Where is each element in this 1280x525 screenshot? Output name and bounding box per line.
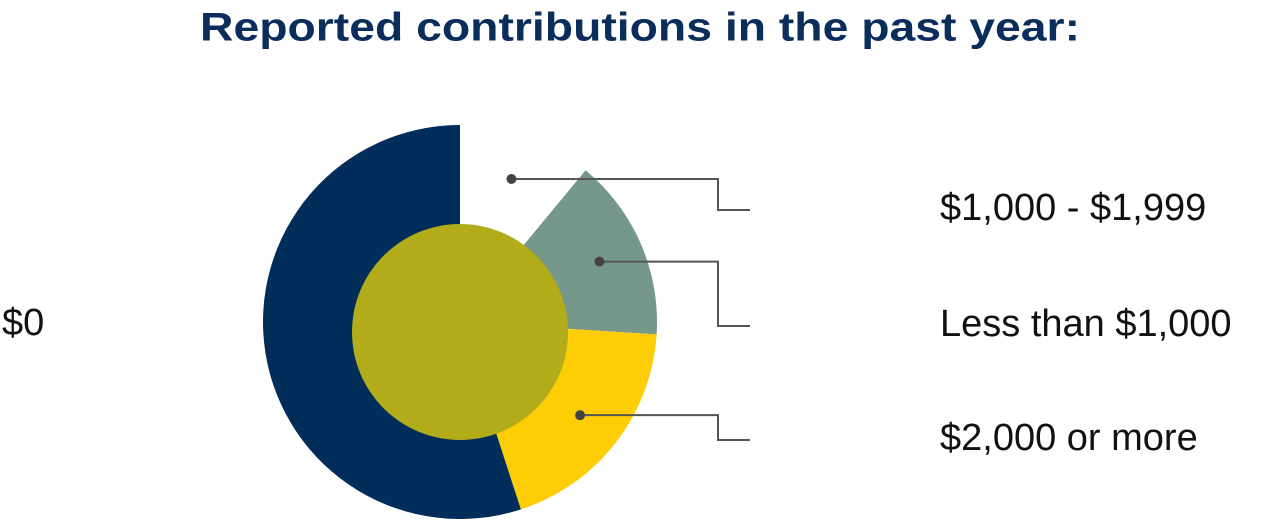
chart-title: Reported contributions in the past year: (200, 6, 1080, 50)
slice-label: $0 (2, 302, 44, 344)
leader-dot (594, 256, 605, 267)
slice-label: Less than $1,000 (940, 303, 1232, 345)
leader-dot (575, 410, 586, 421)
leader-line (511, 177, 750, 211)
leader-line (580, 414, 750, 441)
leaders (506, 173, 750, 441)
slice-label: $2,000 or more (940, 417, 1198, 459)
inner-disk (352, 224, 568, 440)
slice-label: $1,000 - $1,999 (940, 187, 1206, 229)
leader-dot (506, 173, 517, 184)
leader-line (599, 260, 750, 327)
